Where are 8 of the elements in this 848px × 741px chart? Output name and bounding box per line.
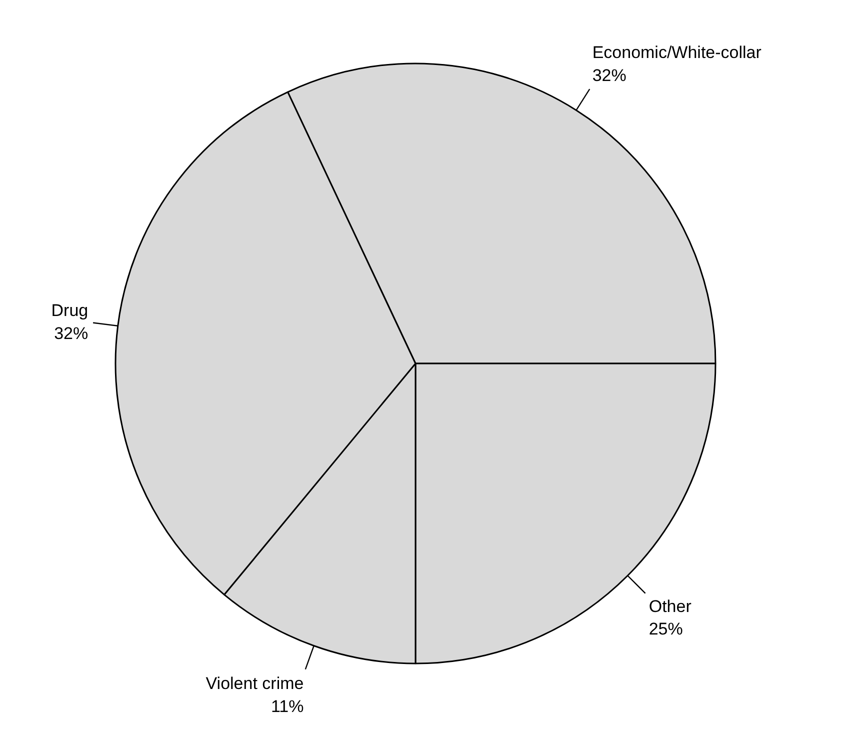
data-label: 11% <box>270 696 304 716</box>
slice-label: Other <box>648 596 692 616</box>
slice-label: Drug <box>51 301 88 320</box>
data-label: 32% <box>54 324 88 344</box>
data-label: 25% <box>648 620 683 639</box>
slice-label: Violent crime <box>206 674 304 693</box>
data-label: 32% <box>592 66 626 85</box>
slice-label: Economic/White-collar <box>592 43 762 62</box>
